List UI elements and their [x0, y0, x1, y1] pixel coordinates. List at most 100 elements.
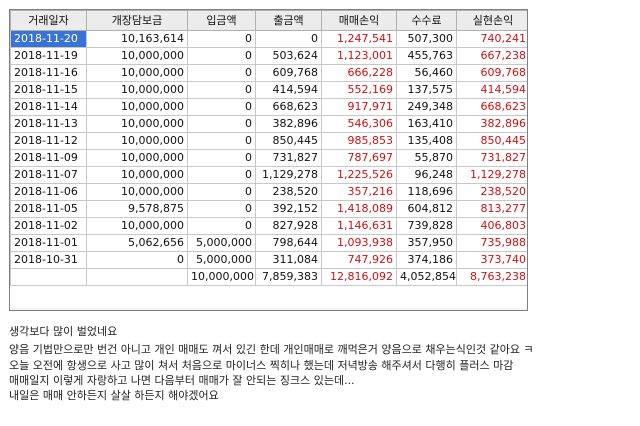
table-row[interactable]: 2018-11-12 10,000,000 0 850,445 985,853 135,4… [10, 132, 527, 150]
cell-deposit-in: 0 [187, 98, 256, 116]
cell-trade-pl: 985,853 [321, 132, 397, 150]
total-cell-fee: 4,052,854 [396, 268, 457, 286]
cell-date: 2018-11-20 [10, 30, 87, 48]
cell-date: 2018-11-19 [10, 47, 87, 65]
cell-trade-pl: 787,697 [321, 149, 397, 167]
cell-fee: 56,460 [396, 64, 457, 82]
cell-realized-pl: 850,445 [456, 132, 527, 150]
col-header-trade-pl[interactable]: 매매손익 [321, 10, 397, 31]
table-row[interactable]: 2018-11-20 10,163,614 0 0 1,247,541 507,300 74… [10, 30, 527, 48]
cell-deposit-in: 0 [187, 183, 256, 201]
cell-withdrawal: 668,623 [255, 98, 322, 116]
cell-trade-pl: 1,418,089 [321, 200, 397, 218]
cell-date: 2018-11-06 [10, 183, 87, 201]
table-row[interactable]: 2018-11-19 10,000,000 0 503,624 1,123,001 455… [10, 47, 527, 65]
totals-row: 10,000,000 7,859,383 12,816,092 4,052,854 8,… [10, 268, 527, 286]
cell-fee: 137,575 [396, 81, 457, 99]
cell-date: 2018-11-05 [10, 200, 87, 218]
cell-fee: 604,812 [396, 200, 457, 218]
cell-withdrawal: 827,928 [255, 217, 322, 235]
cell-trade-pl: 747,926 [321, 251, 397, 269]
total-cell-withdrawal: 7,859,383 [255, 268, 322, 286]
cell-realized-pl: 406,803 [456, 217, 527, 235]
cell-deposit-in: 5,000,000 [187, 234, 256, 252]
cell-deposit-in: 0 [187, 149, 256, 167]
col-header-withdrawal[interactable]: 출금액 [255, 10, 322, 31]
cell-date: 2018-11-07 [10, 166, 87, 184]
table-row[interactable]: 2018-11-06 10,000,000 0 238,520 357,216 118,6… [10, 183, 527, 201]
table-row[interactable]: 2018-11-16 10,000,000 0 609,768 666,228 56,46… [10, 64, 527, 82]
cell-trade-pl: 1,123,001 [321, 47, 397, 65]
cell-realized-pl: 668,623 [456, 98, 527, 116]
cell-trade-pl: 917,971 [321, 98, 397, 116]
cell-withdrawal: 503,624 [255, 47, 322, 65]
cell-fee: 739,828 [396, 217, 457, 235]
cell-fee: 455,763 [396, 47, 457, 65]
table-row[interactable]: 2018-11-01 5,062,656 5,000,000 798,644 1,093… [10, 234, 527, 252]
cell-withdrawal: 1,129,278 [255, 166, 322, 184]
post-line: 오늘 오전에 항생으로 사고 많이 쳐서 처음으로 마이너스 찍히나 했는데 저… [9, 358, 514, 372]
cell-fee: 374,186 [396, 251, 457, 269]
cell-trade-pl: 1,146,631 [321, 217, 397, 235]
cell-deposit-in: 0 [187, 132, 256, 150]
cell-withdrawal: 850,445 [255, 132, 322, 150]
cell-date: 2018-11-16 [10, 64, 87, 82]
pnl-table: 거래일자 개장담보금 입금액 출금액 매매손익 수수료 실현손익 2018-11… [10, 10, 527, 286]
cell-deposit-base: 10,000,000 [86, 166, 188, 184]
cell-date: 2018-11-09 [10, 149, 87, 167]
cell-deposit-base: 10,000,000 [86, 217, 188, 235]
cell-deposit-in: 0 [187, 30, 256, 48]
table-row[interactable]: 2018-11-14 10,000,000 0 668,623 917,971 249,3… [10, 98, 527, 116]
cell-fee: 135,408 [396, 132, 457, 150]
cell-deposit-in: 0 [187, 81, 256, 99]
cell-fee: 507,300 [396, 30, 457, 48]
col-header-fee[interactable]: 수수료 [396, 10, 457, 31]
cell-fee: 357,950 [396, 234, 457, 252]
cell-deposit-in: 0 [187, 217, 256, 235]
cell-withdrawal: 382,896 [255, 115, 322, 133]
cell-date: 2018-11-15 [10, 81, 87, 99]
cell-withdrawal: 609,768 [255, 64, 322, 82]
cell-date: 2018-10-31 [10, 251, 87, 269]
table-row[interactable]: 2018-11-09 10,000,000 0 731,827 787,697 55,87… [10, 149, 527, 167]
total-cell-deposit-base [86, 268, 188, 286]
col-header-deposit-base[interactable]: 개장담보금 [86, 10, 188, 31]
table-row[interactable]: 2018-11-05 9,578,875 0 392,152 1,418,089 604,… [10, 200, 527, 218]
table-row[interactable]: 2018-11-13 10,000,000 0 382,896 546,306 163,4… [10, 115, 527, 133]
cell-date: 2018-11-13 [10, 115, 87, 133]
cell-withdrawal: 392,152 [255, 200, 322, 218]
cell-withdrawal: 0 [255, 30, 322, 48]
table-row[interactable]: 2018-11-15 10,000,000 0 414,594 552,169 137,5… [10, 81, 527, 99]
cell-deposit-base: 10,000,000 [86, 115, 188, 133]
cell-deposit-base: 10,000,000 [86, 183, 188, 201]
cell-deposit-base: 10,163,614 [86, 30, 188, 48]
cell-trade-pl: 1,093,938 [321, 234, 397, 252]
cell-trade-pl: 546,306 [321, 115, 397, 133]
cell-fee: 163,410 [396, 115, 457, 133]
cell-withdrawal: 238,520 [255, 183, 322, 201]
cell-date: 2018-11-01 [10, 234, 87, 252]
cell-date: 2018-11-14 [10, 98, 87, 116]
cell-fee: 55,870 [396, 149, 457, 167]
table-row[interactable]: 2018-11-07 10,000,000 0 1,129,278 1,225,526 9… [10, 166, 527, 184]
table-row[interactable]: 2018-11-02 10,000,000 0 827,928 1,146,631 739… [10, 217, 527, 235]
cell-fee: 118,696 [396, 183, 457, 201]
cell-deposit-base: 10,000,000 [86, 132, 188, 150]
col-header-date[interactable]: 거래일자 [10, 10, 87, 31]
cell-realized-pl: 667,238 [456, 47, 527, 65]
table-row[interactable]: 2018-10-31 0 5,000,000 311,084 747,926 374,18… [10, 251, 527, 269]
cell-realized-pl: 740,241 [456, 30, 527, 48]
cell-withdrawal: 311,084 [255, 251, 322, 269]
grid-bottom-edge [10, 308, 527, 310]
cell-deposit-base: 0 [86, 251, 188, 269]
cell-date: 2018-11-02 [10, 217, 87, 235]
cell-deposit-in: 0 [187, 115, 256, 133]
cell-fee: 96,248 [396, 166, 457, 184]
cell-withdrawal: 731,827 [255, 149, 322, 167]
cell-realized-pl: 238,520 [456, 183, 527, 201]
col-header-realized-pl[interactable]: 실현손익 [456, 10, 527, 31]
cell-deposit-in: 0 [187, 200, 256, 218]
col-header-deposit-in[interactable]: 입금액 [187, 10, 256, 31]
cell-deposit-base: 10,000,000 [86, 64, 188, 82]
cell-realized-pl: 735,988 [456, 234, 527, 252]
